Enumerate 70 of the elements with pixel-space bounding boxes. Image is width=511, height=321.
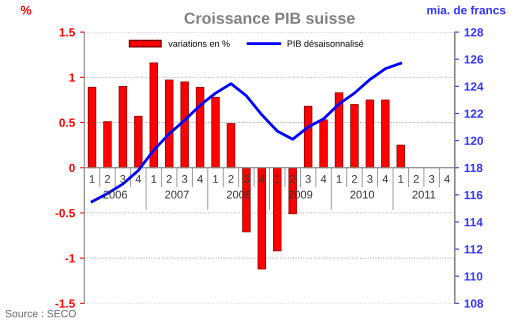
bar	[226, 123, 236, 168]
bar	[165, 80, 174, 168]
x-tick-label: 2	[228, 175, 234, 183]
x-tick-label: 1	[213, 175, 218, 183]
x-tick-label: 3	[428, 175, 434, 183]
x-tick-label: 3	[120, 175, 126, 183]
y2-tick-label: 118	[464, 164, 483, 172]
legend-label: PIB désaisonnalisé	[288, 40, 364, 47]
y-tick-label: 0	[69, 164, 75, 172]
x-tick-label: 3	[367, 175, 372, 183]
y2-tick-label: 112	[464, 245, 482, 254]
x-tick-label: 3	[182, 175, 188, 183]
x-tick-label: 4	[136, 175, 142, 183]
bar	[196, 86, 204, 168]
legend-label: variations en %	[168, 40, 230, 47]
y2-axis-title: mia. de francs	[427, 6, 506, 14]
y-tick-label: -1	[65, 254, 75, 262]
y-tick-label: -1.5	[55, 300, 75, 308]
x-tick-label: 2	[166, 175, 172, 183]
y2-tick-label: 122	[464, 110, 484, 118]
bar	[396, 144, 405, 168]
bar	[211, 96, 220, 168]
x-tick-label: 2	[290, 175, 296, 183]
y2-tick-label: 116	[464, 190, 482, 200]
x-tick-label: 2	[352, 175, 357, 183]
bar	[273, 167, 282, 252]
x-tick-label: 4	[197, 175, 203, 183]
y-tick-label: -0.5	[55, 208, 75, 218]
bar	[118, 86, 128, 168]
bar	[350, 104, 359, 168]
y2-tick-label: 124	[464, 82, 484, 91]
bar	[381, 100, 390, 168]
x-tick-label: 2	[104, 175, 110, 183]
bar	[150, 62, 158, 168]
bar	[258, 167, 266, 270]
x-tick-label: 1	[275, 175, 280, 183]
x-tick-label: 1	[90, 175, 95, 183]
bar	[103, 121, 112, 168]
x-tick-label: 3	[244, 175, 249, 183]
x-tick-label: 1	[398, 175, 404, 183]
x-tick-label: 4	[382, 175, 388, 183]
y2-tick-label: 128	[464, 28, 484, 36]
bar	[366, 100, 374, 168]
line-series	[90, 62, 402, 204]
bar	[319, 119, 328, 168]
bar	[88, 86, 96, 168]
y-axis-title: %	[20, 6, 32, 15]
source-note: Source : SECO	[6, 310, 76, 318]
bar	[180, 81, 189, 168]
y-tick-label: 1	[69, 73, 75, 82]
chart-title: Croissance PIB suisse	[184, 12, 355, 24]
y2-tick-label: 126	[464, 55, 484, 64]
x-tick-label: 1	[336, 175, 342, 183]
x-tick-label: 2	[414, 175, 419, 183]
x-tick-label: 4	[320, 175, 326, 183]
x-tick-label: 4	[259, 175, 265, 183]
y2-tick-label: 108	[464, 299, 484, 308]
y-tick-label: 0.5	[59, 118, 75, 127]
bar	[134, 116, 143, 168]
annotation: 2011	[412, 190, 436, 199]
annotation: 2007	[165, 190, 189, 199]
y2-tick-label: 114	[464, 218, 483, 226]
y-tick-label: 1.5	[60, 28, 75, 36]
bar	[304, 106, 312, 168]
y2-tick-label: 110	[464, 272, 482, 281]
x-tick-label: 1	[152, 175, 156, 183]
x-tick-label: 4	[444, 175, 450, 183]
x-tick-label: 3	[305, 175, 311, 183]
annotation: 2010	[350, 190, 374, 199]
y2-tick-label: 120	[464, 136, 484, 145]
